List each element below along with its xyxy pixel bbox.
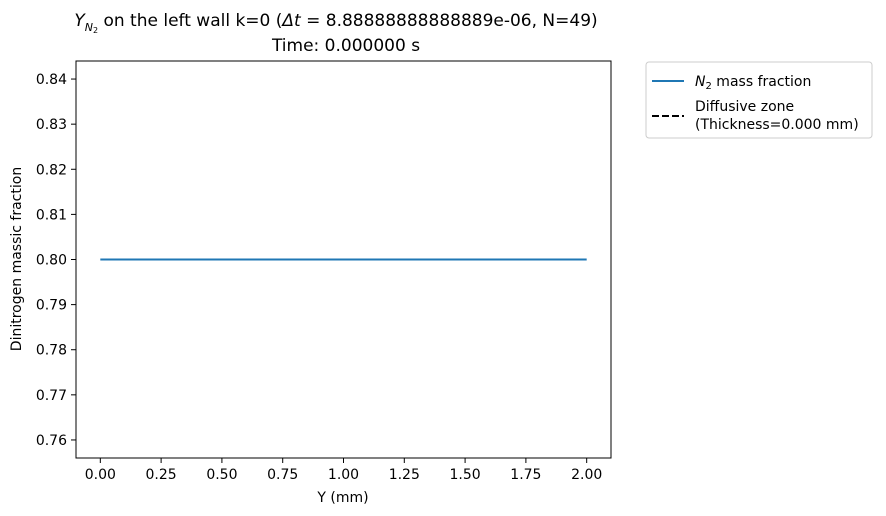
y-tick-label: 0.84 [36, 72, 67, 88]
x-tick-label: 2.00 [571, 467, 602, 483]
legend-n2-symbol: N [695, 74, 706, 90]
y-tick-label: 0.78 [36, 343, 67, 359]
chart-title-line2: Time: 0.000000 s [271, 36, 420, 56]
legend-label-diffusive-zone-line2: (Thickness=0.000 mm) [695, 117, 859, 133]
x-tick-label: 0.25 [146, 467, 177, 483]
legend-label-diffusive-zone-line1: Diffusive zone [695, 99, 794, 115]
y-axis-label: Dinitrogen massic fraction [9, 167, 25, 351]
x-axis-ticks: 0.00 0.25 0.50 0.75 1.00 1.25 1.50 1.75 2.00 [85, 458, 602, 483]
y-tick-label: 0.83 [36, 117, 67, 133]
y-tick-label: 0.77 [36, 388, 67, 404]
title-delta: Δt [280, 11, 302, 31]
title-symbol-subsub: 2 [93, 26, 98, 35]
x-tick-label: 1.50 [450, 467, 481, 483]
title-rest: = 8.88888888888889e-06, N=49) [301, 11, 598, 31]
legend-n2-rest: mass fraction [712, 74, 811, 90]
x-tick-label: 0.00 [85, 467, 116, 483]
legend-label-n2: N2 mass fraction [695, 74, 811, 92]
y-tick-label: 0.79 [36, 298, 67, 314]
y-tick-label: 0.82 [36, 162, 67, 178]
title-symbol: Y [74, 11, 86, 31]
legend-box [645, 61, 873, 139]
title-symbol-sub: N [85, 21, 93, 34]
chart-title-line1: YN2 on the left wall k=0 (Δt = 8.8888888… [74, 11, 597, 35]
y-tick-label: 0.76 [36, 433, 67, 449]
y-axis-ticks: 0.76 0.77 0.78 0.79 0.80 0.81 0.82 0.83 0.84 [36, 72, 76, 449]
x-tick-label: 0.75 [267, 467, 298, 483]
legend: N2 mass fraction Diffusive zone (Thickne… [645, 61, 873, 139]
x-tick-label: 1.75 [510, 467, 541, 483]
y-tick-label: 0.80 [36, 253, 67, 269]
x-tick-label: 1.00 [328, 467, 359, 483]
x-tick-label: 1.25 [389, 467, 420, 483]
legend-n2-sub: 2 [705, 81, 711, 92]
x-tick-label: 0.50 [206, 467, 237, 483]
title-prefix: on the left wall k=0 ( [98, 11, 282, 31]
y-tick-label: 0.81 [36, 207, 67, 223]
x-axis-label: Y (mm) [316, 490, 368, 506]
